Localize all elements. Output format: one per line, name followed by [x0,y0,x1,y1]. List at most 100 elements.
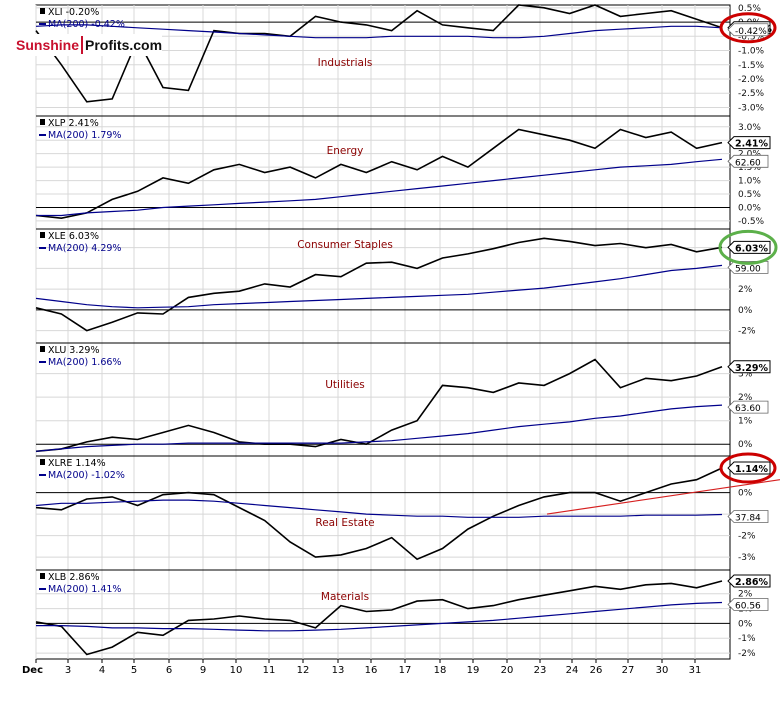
x-tick-label: 26 [590,665,603,676]
sunshine-profits-logo: Sunshine Profits.com [16,34,163,56]
y-tick-label: -1.5% [738,61,765,71]
x-tick-label: 10 [230,665,243,676]
series-line-ma200 [35,264,723,309]
legend: XLI -0.20%MA(200) -0.42% [39,7,125,30]
legend-price: XLP 2.41% [48,118,99,129]
legend-price: XLE 6.03% [48,231,99,242]
panel-xlu: 3% 2% 1% 0% XLU 3.29%MA(200) 1.66% Utilities 3… [35,342,771,456]
legend-ma: MA(200) -0.42% [48,19,125,30]
highlight-circle-red [719,452,777,484]
series-line-price [35,128,723,220]
y-tick-label: 3.0% [738,123,761,133]
x-tick-label: 18 [434,665,447,676]
highlight-circle-green [718,229,778,265]
legend-swatch-price [40,459,45,465]
y-tick-label: -0.5% [738,217,765,227]
legend-price: XLB 2.86% [48,572,100,583]
highlight-circle-red [719,12,777,44]
legend-price: XLI -0.20% [48,7,99,18]
y-tick-label: 1.5% [738,163,761,173]
sector-title: Consumer Staples [297,239,393,251]
y-tick-label: 0% [738,619,753,629]
ma-value-badge [727,598,769,611]
x-tick-label: 6 [166,665,172,676]
logo-separator [81,36,84,54]
legend-swatch-price [40,8,45,14]
y-tick-label: -2% [738,532,756,542]
y-tick-label: 2.0% [738,150,761,160]
ma-value-badge [727,23,769,37]
sector-title: Industrials [318,57,373,69]
x-tick-label: 11 [263,665,276,676]
ma-value-label: 63.60 [735,404,761,414]
series-line-price [35,4,723,103]
panel-xlre: 0%-1%-2%-3%XLRE 1.14%MA(200) -1.02%Real … [35,452,780,570]
last-value-label: 3.29% [735,363,768,374]
y-tick-label: 1% [738,417,753,427]
logo-text-right: Profits.com [85,37,163,53]
legend-price: XLU 3.29% [48,345,99,356]
x-tick-label: 19 [467,665,480,676]
x-tick-label: 4 [99,665,105,676]
legend-swatch-price [40,119,45,125]
legend: XLU 3.29%MA(200) 1.66% [39,345,121,368]
x-tick-label: 13 [332,665,345,676]
legend-ma: MA(200) -1.02% [48,470,125,481]
y-tick-label: -3% [738,553,756,563]
legend: XLRE 1.14%MA(200) -1.02% [39,458,125,481]
x-tick-label: 17 [399,665,412,676]
y-tick-label: -1.0% [738,47,765,57]
series-line-ma200 [36,601,723,632]
y-tick-label: 0% [738,489,753,499]
y-tick-label: 0.5% [738,190,761,200]
x-tick-label: Dec [22,665,43,676]
y-tick-label: -2.0% [738,75,765,85]
series-line-ma200 [35,24,723,39]
last-value-badge [727,461,771,475]
x-tick-label: 12 [297,665,310,676]
x-tick-label: 23 [534,665,547,676]
last-value-badge [727,574,771,588]
sector-title: Real Estate [315,517,374,529]
sector-title: Energy [327,145,364,157]
panel-xlb: 2%1%0%-1%-2%XLB 2.86%MA(200) 1.41%Materi… [35,569,771,659]
last-value-label: 2.41% [735,139,768,150]
last-value-badge [727,360,771,374]
last-value-badge [727,136,771,150]
x-tick-label: 24 [566,665,579,676]
panel-xli: 0.5%0.0%-0.5%-1.0%-1.5%-2.0%-2.5%-3.0%XL… [35,4,777,116]
y-tick-label: 2% [738,393,753,403]
ma-value-badge [727,154,769,168]
y-tick-label: 0.5% [738,4,761,14]
series-line-price [35,580,723,656]
x-tick-label: 20 [501,665,514,676]
last-value-badge [727,240,771,254]
legend: XLP 2.41%MA(200) 1.79% [39,118,121,141]
legend-swatch-price [40,346,45,352]
ma-value-badge [727,510,769,523]
y-tick-label: -1% [738,634,756,644]
last-value-label: 6.03% [735,243,768,254]
x-tick-label: 30 [656,665,669,676]
series-line-ma200 [35,499,723,518]
legend-swatch-price [40,573,45,579]
x-tick-label: 9 [200,665,206,676]
series-line-price [35,358,723,453]
series-line-ma200 [35,404,723,452]
panel-xle: 6%4%2%0%-2%XLE 6.03%MA(200) 4.29%Consume… [35,228,778,343]
y-tick-label: 0% [738,440,753,450]
y-tick-label: 3% [738,370,753,380]
series-line-price [35,237,723,332]
y-tick-label: -2.5% [738,89,765,99]
legend-ma: MA(200) 1.79% [48,130,121,141]
y-tick-label: 2% [738,590,753,600]
y-tick-label: -2% [738,649,756,659]
legend-swatch-price [40,232,45,238]
legend-price: XLRE 1.14% [48,458,106,469]
legend: XLE 6.03%MA(200) 4.29% [39,231,121,254]
legend: XLB 2.86%MA(200) 1.41% [39,572,121,595]
y-tick-label: 2% [738,285,753,295]
y-tick-label: 0% [738,306,753,316]
series-line-ma200 [36,158,723,217]
chart-frame [35,4,731,660]
